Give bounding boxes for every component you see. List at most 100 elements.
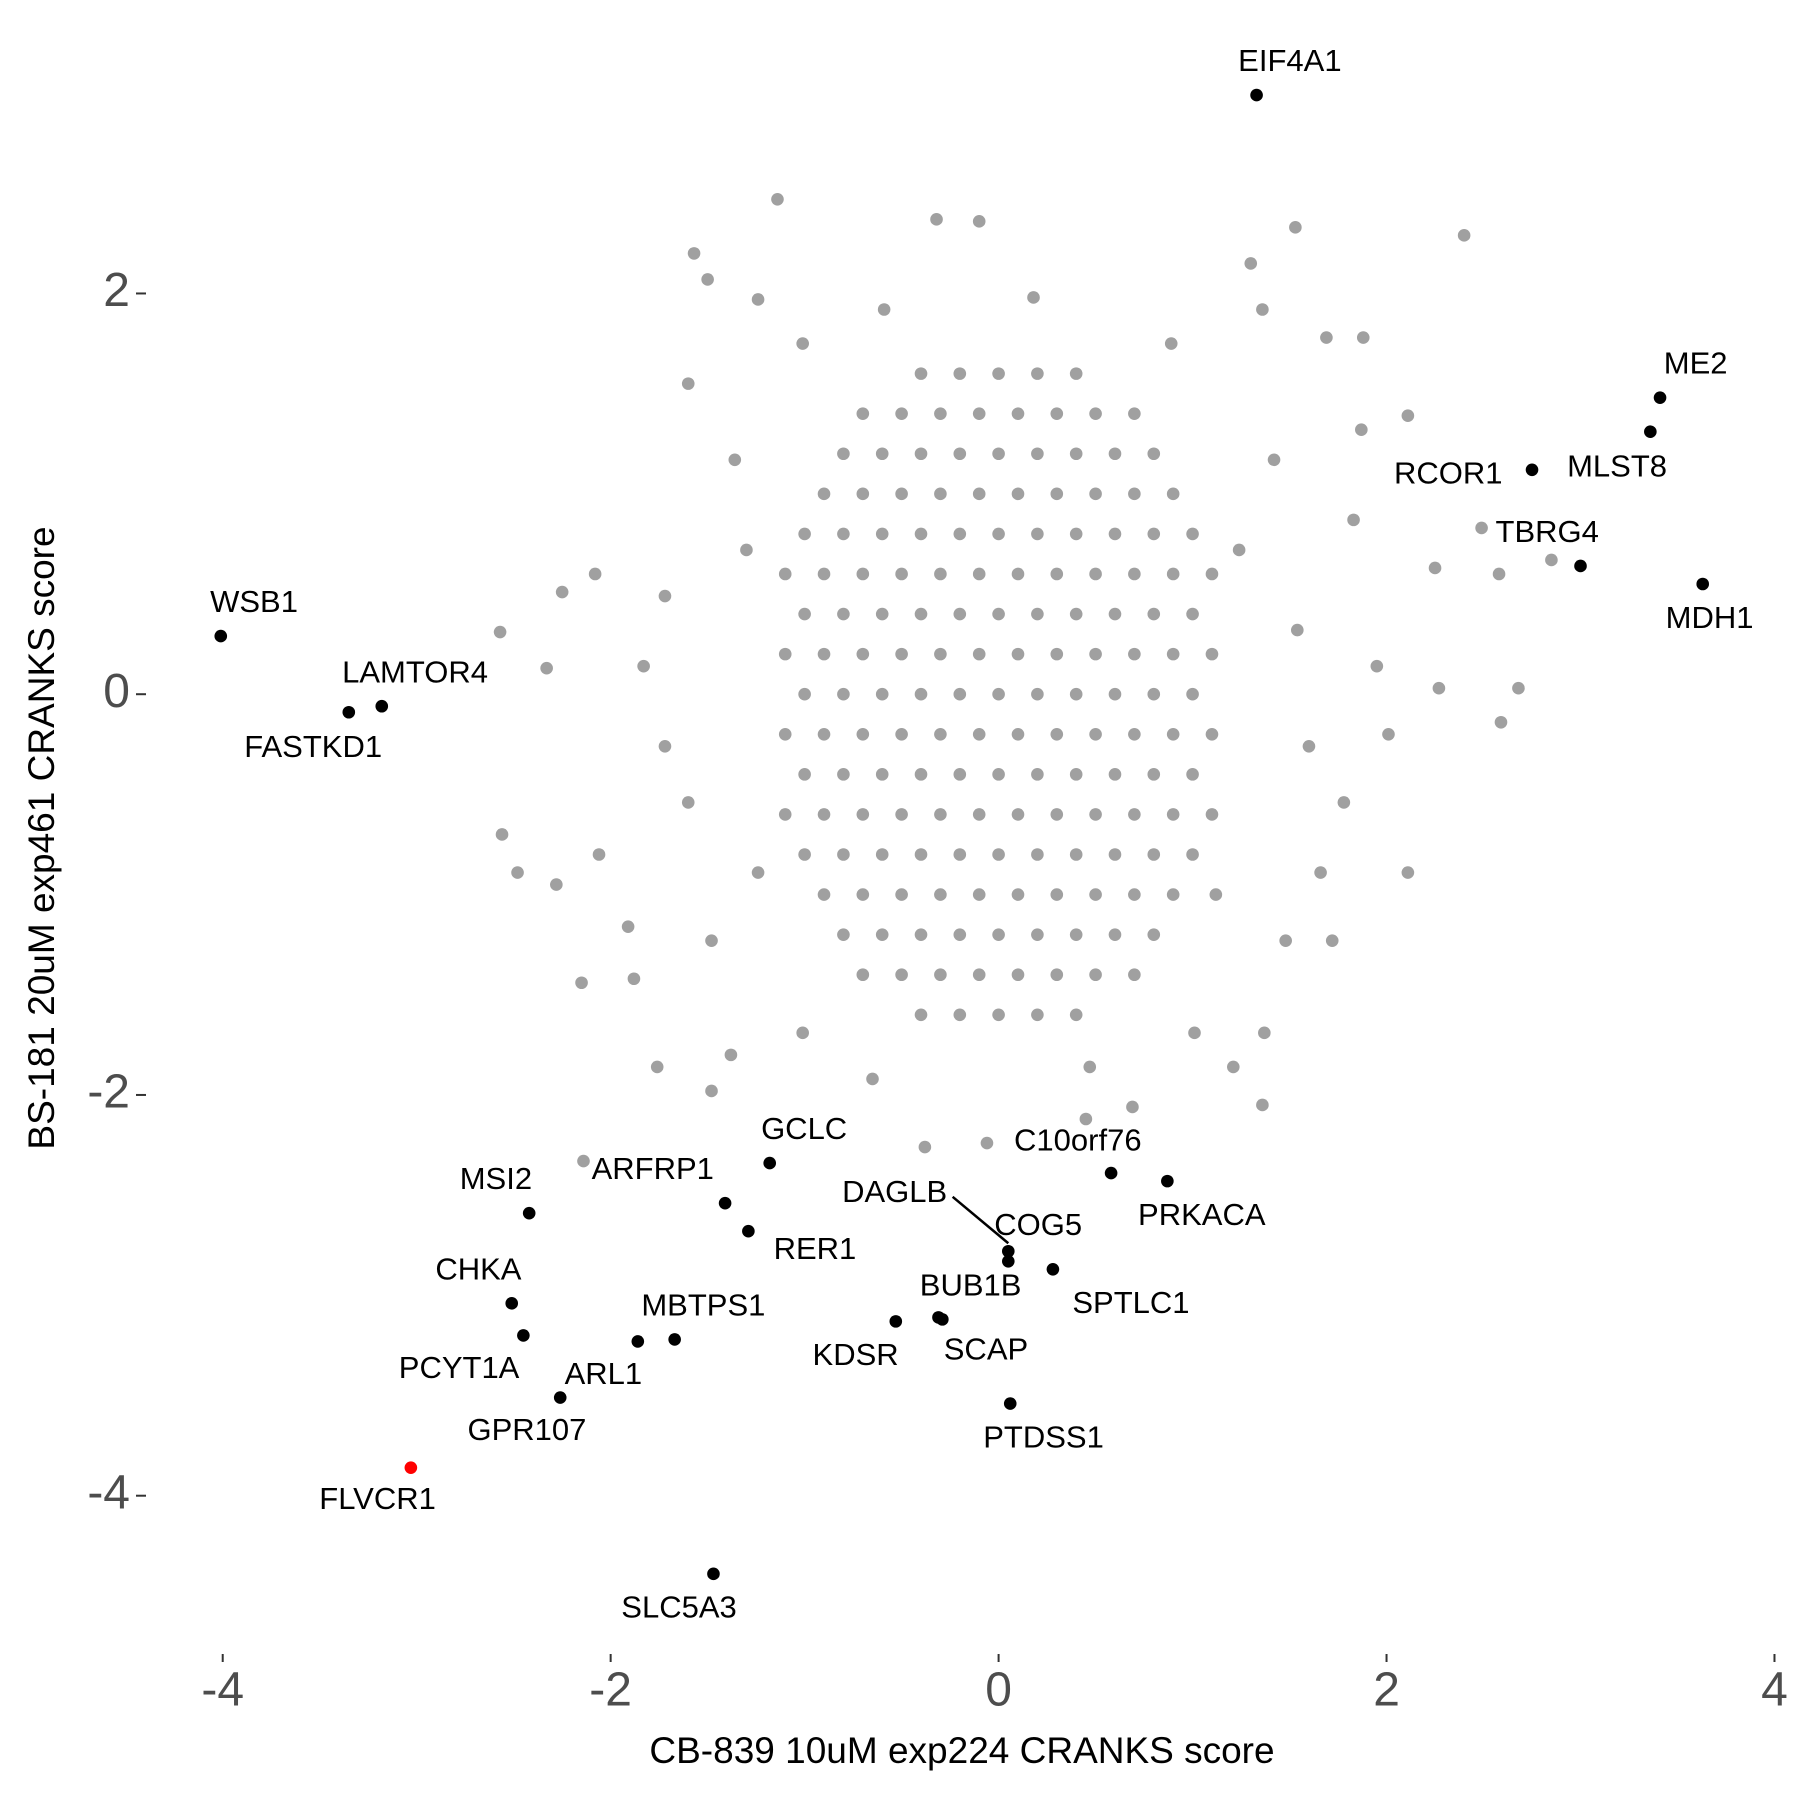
point <box>1108 527 1122 541</box>
y-tick-label: 0 <box>103 665 130 718</box>
point <box>895 727 908 741</box>
point <box>914 1008 928 1022</box>
point-label: GPR107 <box>467 1412 586 1447</box>
point <box>856 968 870 982</box>
point-label: RCOR1 <box>1394 456 1503 491</box>
point <box>796 1026 809 1040</box>
point <box>1256 303 1269 316</box>
point <box>1289 221 1302 234</box>
point <box>1011 888 1025 901</box>
point <box>796 337 809 350</box>
point <box>992 768 1005 781</box>
point-label: ME2 <box>1664 346 1728 381</box>
point <box>875 928 889 941</box>
point <box>1108 928 1122 941</box>
point <box>1166 727 1180 741</box>
point <box>742 1224 755 1238</box>
point-label: ARFRP1 <box>592 1151 714 1186</box>
point <box>1050 567 1064 581</box>
point <box>555 585 569 599</box>
point <box>1545 553 1558 567</box>
point <box>1069 768 1083 781</box>
point <box>1069 527 1083 541</box>
point <box>1011 968 1025 982</box>
point <box>1031 687 1044 701</box>
point <box>953 687 967 701</box>
point <box>1089 407 1102 420</box>
point <box>875 687 889 701</box>
point-label: EIF4A1 <box>1238 43 1341 78</box>
point <box>856 567 870 581</box>
point <box>1031 848 1044 861</box>
point <box>1069 447 1083 461</box>
point <box>1574 559 1587 573</box>
point <box>1089 567 1102 581</box>
point <box>724 1048 738 1062</box>
point <box>1050 647 1064 661</box>
point <box>505 1297 519 1310</box>
point <box>1356 331 1370 344</box>
point <box>934 487 947 501</box>
point <box>972 567 986 581</box>
point <box>1457 229 1471 242</box>
point <box>837 687 850 701</box>
point <box>1166 808 1180 821</box>
point <box>972 808 986 821</box>
point-label: COG5 <box>994 1207 1082 1242</box>
point <box>1089 487 1102 501</box>
point <box>553 1391 567 1404</box>
point <box>1279 934 1292 947</box>
point-label: TBRG4 <box>1496 514 1599 549</box>
point <box>637 659 650 673</box>
point <box>798 768 811 781</box>
point <box>1188 1026 1201 1040</box>
point <box>1104 1166 1118 1180</box>
point <box>1512 681 1525 695</box>
point <box>1050 808 1064 821</box>
point <box>1250 88 1263 102</box>
point <box>930 213 943 226</box>
point <box>837 928 850 941</box>
point <box>1186 768 1199 781</box>
point <box>798 527 811 541</box>
point <box>856 888 870 901</box>
point <box>1079 1112 1093 1126</box>
point <box>493 625 507 639</box>
point-label: BUB1B <box>920 1268 1022 1303</box>
point <box>980 1136 994 1150</box>
point <box>1320 331 1333 344</box>
point <box>577 1154 590 1168</box>
point <box>1128 487 1141 501</box>
point <box>1011 727 1025 741</box>
point <box>1069 1008 1083 1022</box>
point <box>1069 928 1083 941</box>
point <box>1108 447 1122 461</box>
point <box>1347 513 1360 527</box>
point <box>1031 447 1044 461</box>
point <box>1128 808 1141 821</box>
point <box>728 453 742 467</box>
point <box>778 647 792 661</box>
x-tick-label: 0 <box>985 1664 1012 1717</box>
point <box>681 796 695 809</box>
point <box>751 866 765 879</box>
point <box>914 527 928 541</box>
point <box>817 888 831 901</box>
point <box>866 1072 879 1086</box>
point <box>953 768 967 781</box>
point <box>992 1008 1005 1022</box>
point <box>1108 848 1122 861</box>
point <box>1011 647 1025 661</box>
point <box>837 607 850 621</box>
point <box>817 727 831 741</box>
point <box>1147 768 1161 781</box>
point-label: WSB1 <box>210 584 298 619</box>
point <box>817 487 831 501</box>
point <box>856 808 870 821</box>
y-tick-label: 2 <box>103 264 130 317</box>
point <box>1227 1060 1240 1074</box>
point <box>953 527 967 541</box>
point-label: PRKACA <box>1138 1197 1266 1232</box>
point <box>621 920 635 933</box>
point <box>837 768 850 781</box>
